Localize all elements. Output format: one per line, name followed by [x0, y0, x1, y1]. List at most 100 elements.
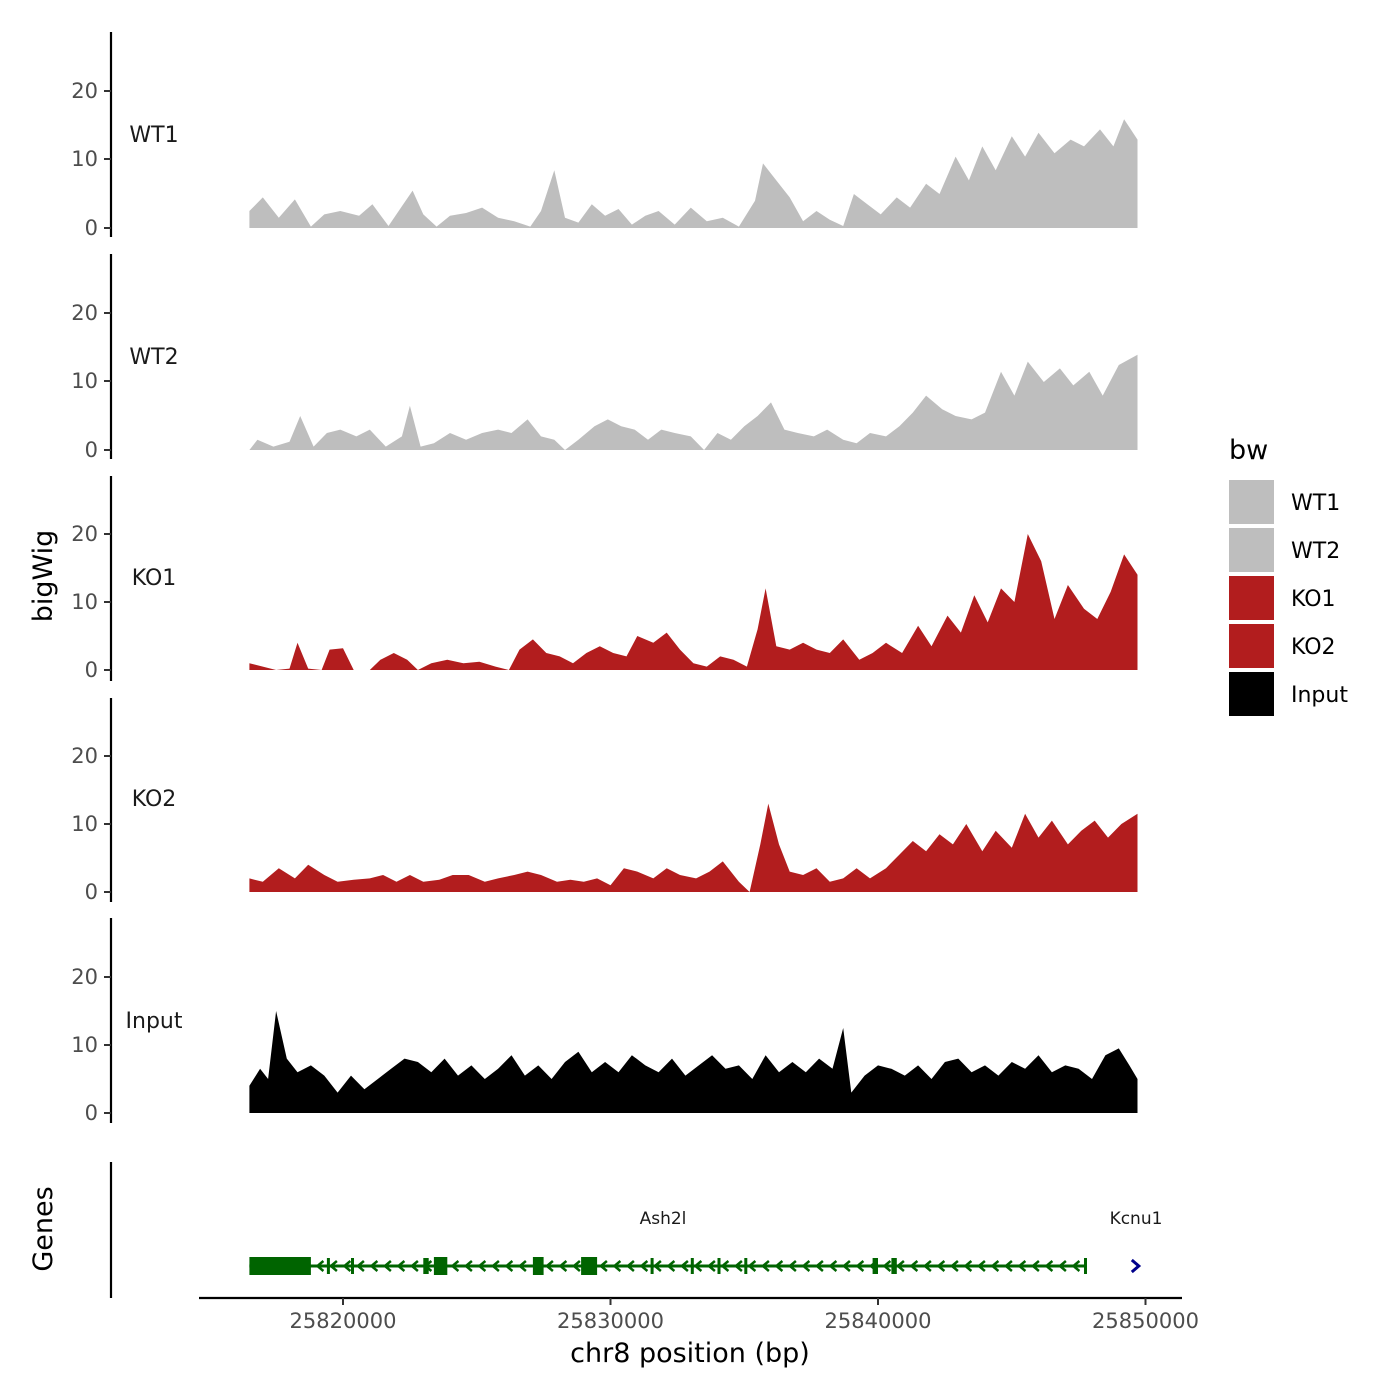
y-tick-label: 10: [71, 369, 98, 393]
strand-arrow: [1057, 1260, 1067, 1272]
track-area-wt2: [249, 354, 1138, 450]
strand-arrow: [855, 1260, 865, 1272]
y-tick-label: 0: [85, 880, 98, 904]
strand-arrow: [693, 1260, 703, 1272]
strand-arrow: [598, 1260, 608, 1272]
x-tick-label: 25840000: [825, 1309, 932, 1333]
strand-arrow: [625, 1260, 635, 1272]
strand-arrow: [747, 1260, 757, 1272]
strand-arrow: [612, 1260, 622, 1272]
legend: bw WT1 WT2 KO1 KO2 Input: [1229, 435, 1348, 716]
exon: [1084, 1258, 1087, 1274]
genes-track-title: Genes: [28, 1186, 59, 1271]
y-tick-label: 0: [85, 1101, 98, 1125]
strand-arrow: [1017, 1260, 1027, 1272]
strand-arrow: [652, 1260, 662, 1272]
legend-label-ko1: KO1: [1291, 587, 1336, 612]
strand-arrow: [1071, 1260, 1081, 1272]
y-tick-label: 10: [71, 812, 98, 836]
exon: [690, 1258, 694, 1274]
exon: [581, 1257, 598, 1275]
exon: [423, 1258, 429, 1274]
legend-swatch-wt2: [1229, 528, 1274, 572]
strand-arrow: [882, 1260, 892, 1272]
exon: [249, 1257, 311, 1275]
track-area-wt1: [249, 119, 1138, 228]
x-tick-label: 25830000: [557, 1309, 664, 1333]
track-label-wt1: WT1: [129, 123, 178, 148]
strand-arrow: [355, 1260, 365, 1272]
strand-arrow: [571, 1260, 581, 1272]
exon: [872, 1258, 878, 1274]
exon: [351, 1258, 354, 1274]
track-label-wt2: WT2: [129, 345, 178, 370]
strand-arrow: [733, 1260, 743, 1272]
gene-label-kcnu1: Kcnu1: [1110, 1209, 1163, 1229]
y-ticks: 20 10 0 20 10 0 20 10 0 20 10 0 20 10 0: [71, 79, 111, 1125]
strand-arrow: [787, 1260, 797, 1272]
x-axis: 25820000 25830000 25840000 25850000 chr8 po…: [199, 1296, 1199, 1369]
track-area-ko2: [249, 803, 1138, 892]
strand-arrow: [774, 1260, 784, 1272]
gene-label-ash2l: Ash2l: [640, 1209, 687, 1229]
track-area-input: [249, 1011, 1138, 1113]
strand-arrow: [963, 1260, 973, 1272]
x-axis-title: chr8 position (bp): [570, 1338, 810, 1369]
gene-models: Ash2l Kcnu1: [249, 1209, 1162, 1275]
legend-swatch-ko1: [1229, 576, 1274, 620]
y-tick-label: 0: [85, 438, 98, 462]
strand-arrow: [490, 1260, 500, 1272]
y-tick-label: 20: [71, 79, 98, 103]
strand-arrow: [1030, 1260, 1040, 1272]
exon: [433, 1257, 448, 1275]
strand-arrow: [895, 1260, 905, 1272]
exon: [717, 1258, 721, 1274]
x-tick-label: 25850000: [1092, 1309, 1199, 1333]
strand-arrow: [1044, 1260, 1054, 1272]
strand-arrow: [936, 1260, 946, 1272]
strand-arrow: [544, 1260, 554, 1272]
strand-arrow: [463, 1260, 473, 1272]
exon: [650, 1258, 654, 1274]
legend-items: WT1 WT2 KO1 KO2 Input: [1229, 480, 1348, 716]
exon: [326, 1258, 330, 1274]
legend-label-wt2: WT2: [1291, 539, 1340, 564]
y-tick-label: 10: [71, 1033, 98, 1057]
y-axis-title: bigWig: [28, 530, 59, 623]
track-label-input: Input: [126, 1009, 183, 1034]
strand-arrow: [1003, 1260, 1013, 1272]
strand-arrow: [504, 1260, 514, 1272]
strand-arrow: [706, 1260, 716, 1272]
strand-arrow: [976, 1260, 986, 1272]
x-ticks: 25820000 25830000 25840000 25850000: [290, 1298, 1199, 1333]
legend-swatch-input: [1229, 672, 1274, 716]
strand-arrow-kcnu1: [1130, 1258, 1142, 1274]
strand-arrow: [558, 1260, 568, 1272]
strand-arrow: [342, 1260, 352, 1272]
track-label-ko2: KO2: [132, 787, 177, 812]
strand-arrow: [922, 1260, 932, 1272]
strand-arrow: [517, 1260, 527, 1272]
y-tick-label: 10: [71, 147, 98, 171]
y-tick-label: 20: [71, 965, 98, 989]
strand-arrow: [328, 1260, 338, 1272]
legend-label-wt1: WT1: [1291, 491, 1340, 516]
strand-arrow: [666, 1260, 676, 1272]
strand-arrow: [396, 1260, 406, 1272]
legend-label-input: Input: [1291, 683, 1348, 708]
y-tick-label: 20: [71, 522, 98, 546]
strand-arrow: [990, 1260, 1000, 1272]
strand-arrow: [909, 1260, 919, 1272]
legend-swatch-wt1: [1229, 480, 1274, 524]
exons-ash2l: [249, 1257, 1087, 1275]
strand-arrow: [949, 1260, 959, 1272]
legend-swatch-ko2: [1229, 624, 1274, 668]
strand-arrow: [315, 1260, 325, 1272]
strand-arrow: [409, 1260, 419, 1272]
strand-arrow: [720, 1260, 730, 1272]
strand-arrow: [828, 1260, 838, 1272]
track-area-ko1: [249, 534, 1138, 670]
exon: [532, 1257, 544, 1275]
strand-arrow: [450, 1260, 460, 1272]
